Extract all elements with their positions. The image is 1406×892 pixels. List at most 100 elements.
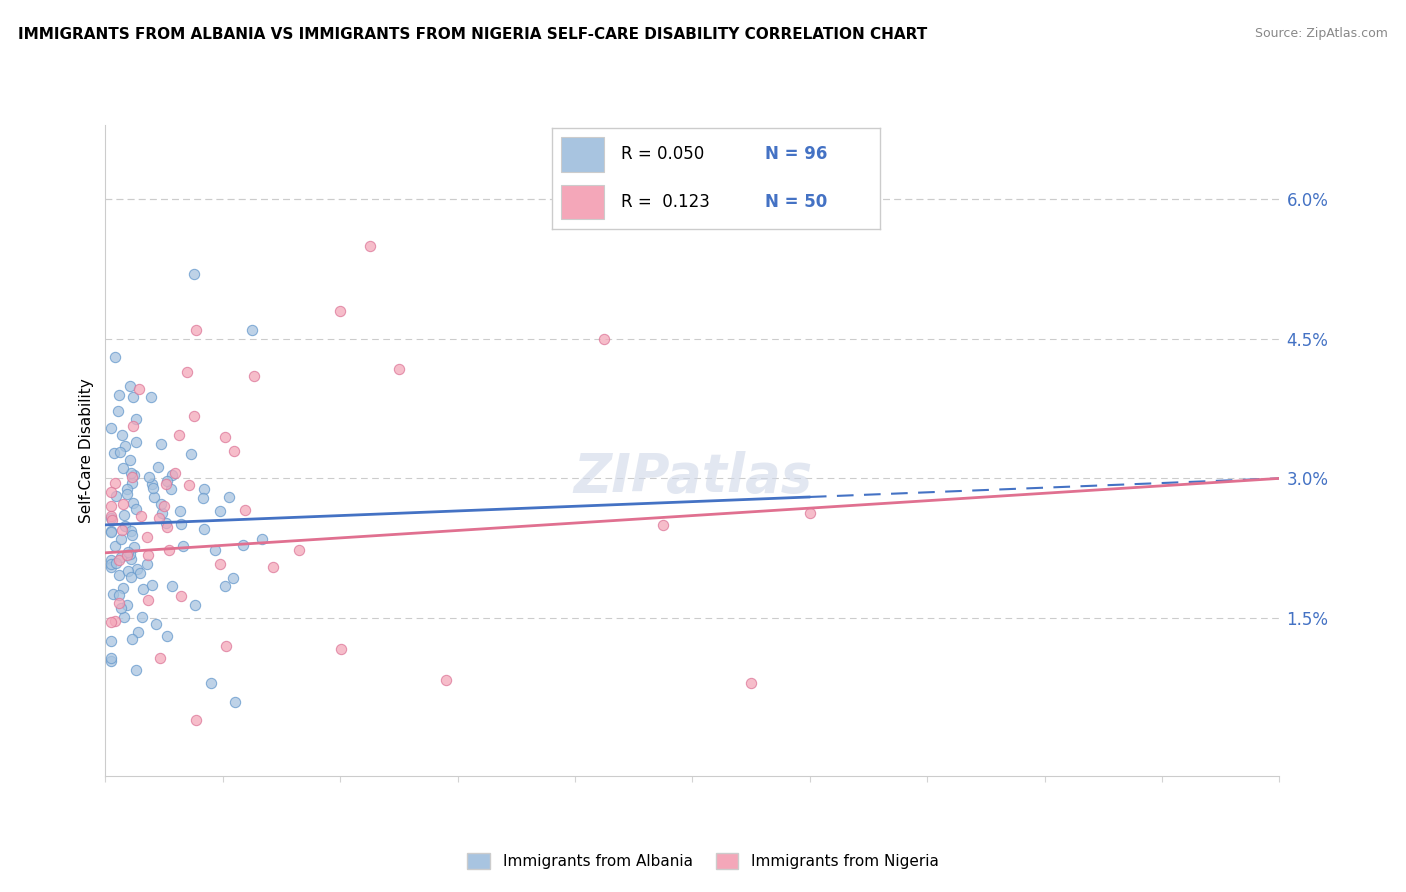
Point [214,429,236,443]
Point [157,543,180,558]
Point [100,651,122,665]
Point [156,629,179,643]
Point [128,383,150,397]
Point [118,379,141,393]
Point [329,304,352,318]
Point [120,466,142,480]
Point [108,596,131,610]
Point [117,564,139,578]
Point [114,518,136,533]
Point [129,566,152,580]
Point [215,640,238,654]
Point [100,511,122,525]
Point [127,562,149,576]
Text: ZIPatlas: ZIPatlas [572,450,813,502]
Point [252,533,274,547]
Point [100,524,122,539]
Point [193,482,215,496]
Point [148,511,170,525]
Point [100,654,122,668]
Point [103,446,125,460]
Point [214,579,236,593]
Point [105,556,128,570]
Point [145,617,167,632]
Point [176,365,198,379]
Point [163,466,186,480]
Point [359,239,381,253]
Point [191,491,214,505]
Point [120,547,142,561]
Point [125,411,148,425]
Point [100,485,122,500]
Point [208,557,231,571]
Text: Source: ZipAtlas.com: Source: ZipAtlas.com [1254,27,1388,40]
Point [122,540,145,554]
Point [121,470,143,484]
Point [240,322,263,336]
Point [136,548,159,562]
Point [143,490,166,504]
Point [167,428,190,442]
Point [100,421,122,435]
Point [108,568,131,582]
Point [110,428,132,442]
Point [117,482,139,496]
Point [150,436,173,450]
Point [183,409,205,423]
Point [434,673,457,687]
Point [117,545,139,559]
Point [138,470,160,484]
Point [139,390,162,404]
Point [120,552,142,566]
Point [740,676,762,690]
Point [209,503,232,517]
Point [108,445,131,459]
Point [101,513,124,527]
Point [160,579,183,593]
Point [100,524,122,538]
Point [172,539,194,553]
Point [152,499,174,513]
Point [110,601,132,615]
Point [100,508,122,523]
Point [799,506,821,520]
Point [152,506,174,520]
Point [100,615,122,630]
Point [100,558,122,572]
Point [149,651,172,665]
Point [121,475,143,490]
Point [180,447,202,461]
Y-axis label: Self-Care Disability: Self-Care Disability [79,378,94,523]
Legend: Immigrants from Albania, Immigrants from Nigeria: Immigrants from Albania, Immigrants from… [461,847,945,875]
Point [170,589,193,603]
Point [114,439,136,453]
Point [104,350,127,364]
Point [117,598,139,612]
Point [184,713,207,727]
Point [122,468,145,483]
Point [100,560,122,574]
Point [193,522,215,536]
Point [184,598,207,612]
Point [104,476,127,491]
Point [155,477,177,491]
Point [120,570,142,584]
Point [112,609,135,624]
Point [105,489,128,503]
Point [108,553,131,567]
Point [222,571,245,585]
Point [127,625,149,640]
Point [232,538,254,552]
Point [136,592,159,607]
Point [122,419,145,434]
Point [125,502,148,516]
Point [131,610,153,624]
Point [179,478,201,492]
Point [125,435,148,450]
Point [142,481,165,495]
Point [110,533,132,547]
Point [120,453,142,467]
Point [101,587,124,601]
Point [222,444,245,458]
Point [114,508,136,523]
